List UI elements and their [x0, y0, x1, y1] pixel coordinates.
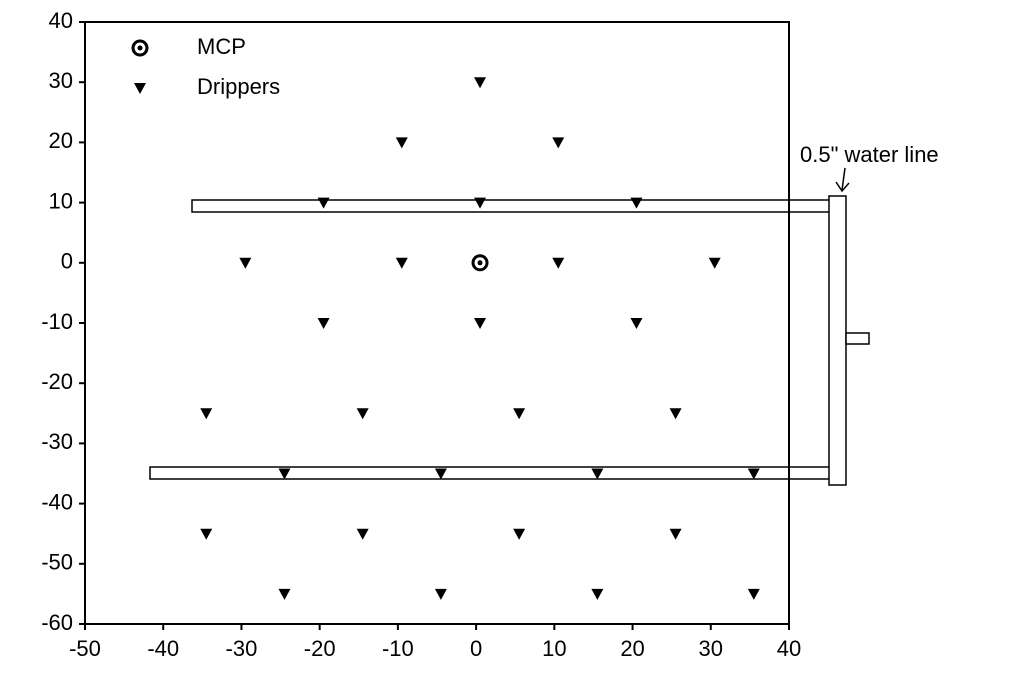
point [278, 588, 291, 600]
y-tick-label: 30 [49, 68, 73, 93]
water-main [828, 195, 847, 486]
point [513, 408, 526, 420]
y-tick-label: -10 [41, 309, 73, 334]
point [630, 197, 643, 209]
point [630, 318, 643, 329]
y-tick-label: 40 [49, 8, 73, 33]
point [356, 408, 369, 420]
point [591, 468, 604, 480]
annotation-arrow [835, 167, 850, 193]
x-tick-label: 40 [777, 636, 801, 661]
y-tick-label: -60 [41, 610, 73, 635]
point [278, 468, 291, 480]
x-tick-label: 30 [699, 636, 723, 661]
point [434, 588, 447, 600]
point [747, 468, 760, 480]
point [669, 408, 682, 420]
point [356, 528, 369, 540]
y-tick-label: -50 [41, 550, 73, 575]
point [591, 588, 604, 600]
point [513, 528, 526, 540]
point [552, 137, 565, 149]
water-inlet [845, 332, 870, 345]
legend-marker [134, 83, 146, 94]
y-tick-label: -20 [41, 369, 73, 394]
x-tick-label: 0 [470, 636, 482, 661]
point [669, 528, 682, 540]
point [239, 257, 252, 269]
x-tick-label: -40 [147, 636, 179, 661]
water-pipe [191, 199, 831, 213]
y-tick-label: 0 [61, 249, 73, 274]
point [552, 257, 565, 269]
legend-marker [131, 39, 149, 57]
y-tick-label: 20 [49, 128, 73, 153]
x-tick-label: -10 [382, 636, 414, 661]
point [708, 257, 721, 269]
marker-ring [131, 39, 149, 57]
x-tick-label: 20 [620, 636, 644, 661]
point [474, 197, 487, 209]
legend-label: MCP [197, 34, 246, 59]
marker-dot [477, 260, 483, 266]
point [434, 468, 447, 480]
x-tick-label: 10 [542, 636, 566, 661]
legend-label: Drippers [197, 74, 280, 99]
y-tick-label: 10 [49, 188, 73, 213]
x-tick-label: -50 [69, 636, 101, 661]
point [395, 257, 408, 269]
marker-ring [471, 254, 489, 272]
point [474, 318, 487, 329]
marker-dot [137, 45, 143, 51]
point [395, 137, 408, 149]
plot-frame [84, 21, 790, 625]
x-tick-label: -20 [304, 636, 336, 661]
water-pipe [149, 466, 831, 480]
point [747, 588, 760, 600]
annotation: 0.5" water line [800, 142, 939, 167]
point [317, 197, 330, 209]
point [474, 77, 487, 89]
y-tick-label: -40 [41, 489, 73, 514]
point [471, 254, 489, 272]
point [200, 408, 213, 420]
y-tick-label: -30 [41, 429, 73, 454]
x-tick-label: -30 [226, 636, 258, 661]
point [200, 528, 213, 540]
point [317, 318, 330, 329]
